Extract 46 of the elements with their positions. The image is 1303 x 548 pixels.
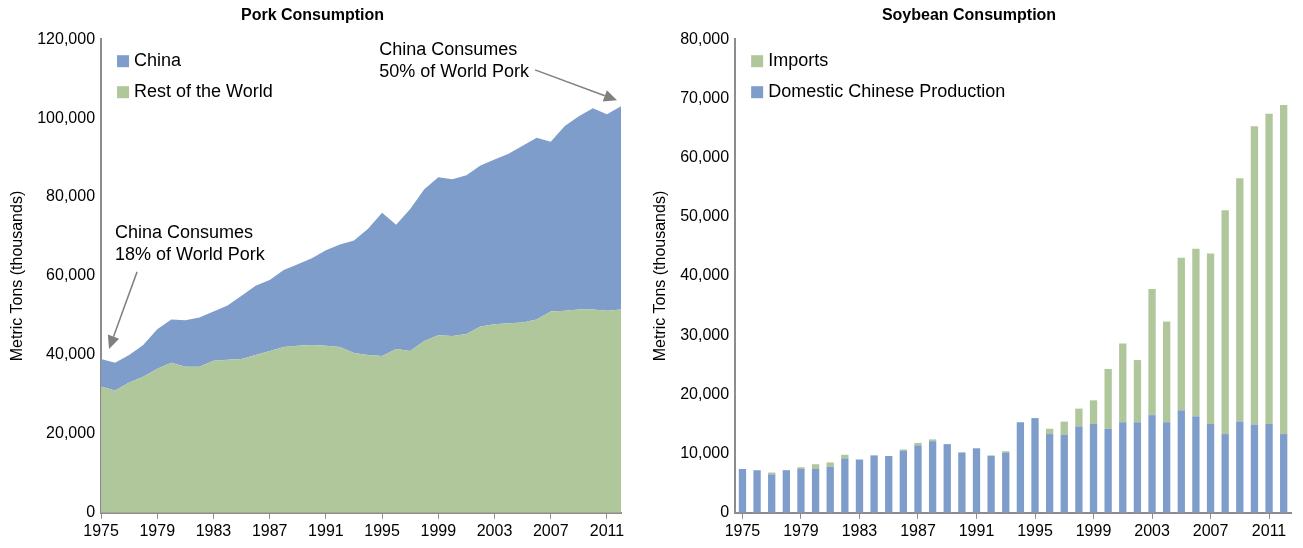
x-tick-label: 2007 xyxy=(1192,521,1229,539)
y-tick-label: 60,000 xyxy=(46,266,96,284)
x-tick-label: 1983 xyxy=(195,521,232,539)
x-tick-label: 2003 xyxy=(1134,521,1170,539)
y-tick-label: 20,000 xyxy=(46,424,96,442)
x-tick-label: 1999 xyxy=(1075,521,1112,539)
legend-label: Rest of the World xyxy=(134,81,273,102)
x-tick-label: 2011 xyxy=(589,521,625,539)
y-tick-label: 80,000 xyxy=(680,29,730,47)
legend-label: Imports xyxy=(768,50,829,71)
legend-label: China xyxy=(134,50,183,71)
y-axis-title: Metric Tons (thousands) xyxy=(651,190,669,362)
x-tick-label: 1987 xyxy=(900,521,936,539)
y-tick-label: 100,000 xyxy=(37,108,96,126)
x-tick-label: 1995 xyxy=(364,521,400,539)
y-tick-label: 50,000 xyxy=(680,207,730,225)
x-tick-label: 2003 xyxy=(476,521,513,539)
x-tick-label: 1979 xyxy=(139,521,176,539)
y-tick-label: 0 xyxy=(86,503,96,521)
y-tick-label: 70,000 xyxy=(680,88,730,106)
y-tick-label: 10,000 xyxy=(680,444,730,462)
y-tick-label: 40,000 xyxy=(46,345,96,363)
y-tick-label: 40,000 xyxy=(680,266,730,284)
y-tick-label: 60,000 xyxy=(680,148,730,166)
chart-title: Soybean Consumption xyxy=(881,6,1057,24)
chart-title: Pork Consumption xyxy=(240,6,385,24)
y-tick-label: 30,000 xyxy=(680,325,730,343)
y-tick-label: 120,000 xyxy=(37,29,96,47)
x-tick-label: 1991 xyxy=(958,521,995,539)
x-tick-label: 1975 xyxy=(83,521,119,539)
x-tick-label: 1983 xyxy=(841,521,878,539)
annotation: China Consumes 50% of World Pork xyxy=(379,39,530,82)
x-tick-label: 1987 xyxy=(251,521,288,539)
y-tick-label: 80,000 xyxy=(46,187,96,205)
y-tick-label: 0 xyxy=(720,503,730,521)
legend-label: Domestic Chinese Production xyxy=(768,81,1006,102)
y-axis-title: Metric Tons (thousands) xyxy=(8,190,26,362)
annotation: China Consumes 18% of World Pork xyxy=(115,221,266,264)
x-tick-label: 1995 xyxy=(1017,521,1053,539)
x-tick-label: 1999 xyxy=(420,521,457,539)
x-tick-label: 1975 xyxy=(724,521,761,539)
x-tick-label: 1979 xyxy=(783,521,819,539)
x-tick-label: 1991 xyxy=(308,521,344,539)
y-tick-label: 20,000 xyxy=(680,384,730,402)
x-tick-label: 2007 xyxy=(532,521,569,539)
x-tick-label: 2011 xyxy=(1251,521,1287,539)
